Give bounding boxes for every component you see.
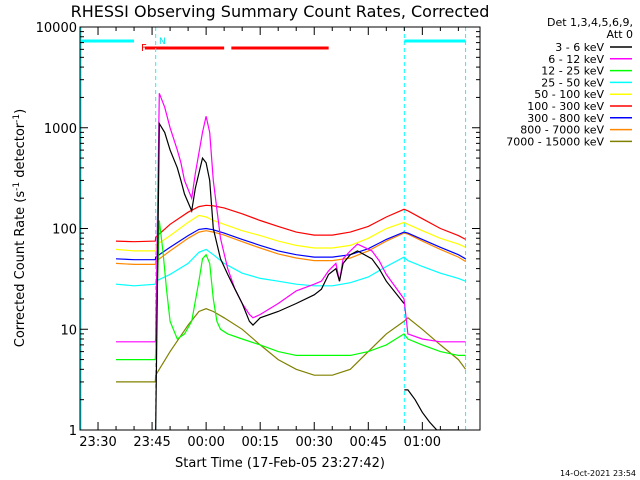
y-axis-ticks: 1 10 100 1000 10000 — [36, 21, 480, 439]
series-line-100-300-kev — [115, 204, 466, 243]
y-tick-label: 10 — [60, 323, 77, 338]
legend-label: 300 - 800 keV — [527, 112, 604, 125]
flare-label: F — [141, 43, 147, 54]
series-line-3-6-kev-n — [404, 389, 459, 430]
plot-area: 1 10 100 1000 10000 23:30 23:45 00:00 00:15 00:3… — [36, 21, 481, 450]
y-tick-label: 1 — [69, 424, 77, 439]
legend-label: 7000 - 15000 keV — [506, 135, 604, 148]
series-line-12-25-kev — [116, 220, 466, 361]
legend-label: 6 - 12 keV — [548, 53, 604, 66]
series-line-6-12-kev — [116, 93, 466, 343]
x-tick-label: 00:30 — [295, 435, 332, 450]
legend-header-line1: Det 1,3,4,5,6,9, — [547, 16, 633, 29]
x-tick-label: 00:00 — [187, 435, 224, 450]
x-tick-label: 23:30 — [79, 435, 116, 450]
legend-label: 25 - 50 keV — [541, 76, 604, 89]
night-label: N — [159, 37, 166, 47]
series-line-300-800-kev — [115, 227, 466, 261]
series-line-7000-15000-kev — [116, 308, 467, 383]
series-line-50-100-kev — [115, 214, 466, 252]
series-line-25-50-kev — [115, 248, 466, 287]
chart-title: RHESSI Observing Summary Count Rates, Co… — [71, 2, 490, 21]
y-tick-label: 10000 — [36, 21, 77, 36]
night-flare-markers — [80, 27, 467, 430]
legend-label: 3 - 6 keV — [555, 41, 604, 54]
series-line-3-6-kev — [155, 121, 405, 430]
y-tick-label: 100 — [52, 223, 77, 238]
y-tick-label: 1000 — [44, 122, 77, 137]
x-tick-label: 00:45 — [350, 435, 387, 450]
x-tick-label: 23:45 — [133, 435, 170, 450]
legend-label: 800 - 7000 keV — [520, 124, 604, 137]
series-line-800-7000-kev — [115, 230, 466, 265]
series-lines — [115, 93, 467, 430]
legend-label: 12 - 25 keV — [541, 65, 604, 78]
plot-frame — [79, 26, 481, 431]
x-axis-ticks: 23:30 23:45 00:00 00:15 00:30 00:45 01:00 — [79, 27, 459, 450]
timestamp: 14-Oct-2021 23:54 — [560, 469, 636, 478]
y-axis-label: Corrected Count Rate (s-1 detector-1) — [12, 109, 28, 347]
legend-label: 100 - 300 keV — [527, 100, 604, 113]
legend-header-line2: Att 0 — [607, 28, 633, 41]
legend-label: 50 - 100 keV — [534, 88, 604, 101]
x-tick-label: 00:15 — [241, 435, 278, 450]
x-tick-label: 01:00 — [404, 435, 441, 450]
x-axis-label: Start Time (17-Feb-05 23:27:42) — [175, 456, 385, 471]
